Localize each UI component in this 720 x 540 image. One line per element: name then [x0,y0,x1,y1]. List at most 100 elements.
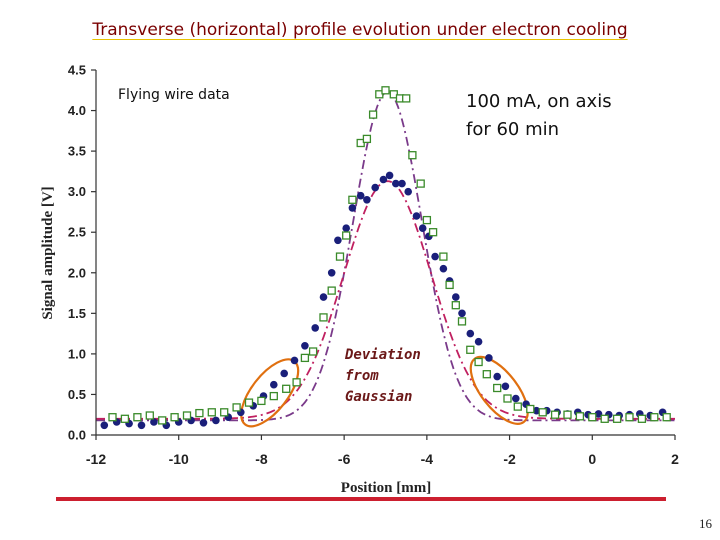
annotation-flying-wire: Flying wire data [118,87,230,103]
x-tick-label: -12 [86,451,106,467]
square-point-27 [381,86,390,95]
dot-point-38 [452,293,460,301]
dot-point-39 [458,309,466,318]
slide-title: Transverse (horizontal) profile evolutio… [92,20,628,40]
square-point-54 [637,414,647,423]
square-point-8 [207,408,216,417]
square-point-11 [244,398,254,407]
square-point-19 [327,286,336,295]
dot-point-28 [385,171,394,180]
square-point-48 [563,410,572,419]
dot-point-9 [212,416,220,425]
square-point-31 [408,151,417,160]
square-point-22 [348,195,357,204]
square-point-12 [257,396,266,406]
dot-point-26 [371,183,380,192]
x-tick-label: -8 [255,451,268,467]
square-point-7 [195,408,204,418]
y-axis-title: Signal amplitude [V] [40,186,56,319]
dot-point-16 [290,356,299,365]
square-point-10 [232,403,241,412]
square-point-25 [368,110,378,119]
dot-point-36 [439,264,448,273]
square-point-6 [182,411,192,420]
x-tick-label: -10 [169,451,189,467]
page-number: 16 [699,516,712,531]
dot-point-35 [431,252,439,261]
square-point-34 [428,228,438,237]
dot-point-24 [356,191,365,200]
square-point-55 [650,413,659,422]
y-tick-label: 0.5 [68,387,86,402]
square-point-46 [538,408,547,417]
x-tick-label: -2 [503,451,516,467]
dot-point-20 [327,269,336,277]
y-tick-labels: 0.0 0.5 1.0 1.5 2.0 2.5 3.0 3.5 4.0 4.5 [68,63,86,443]
x-tick-label: -4 [421,451,434,467]
square-point-47 [550,410,560,419]
y-tick-label: 0.0 [68,428,86,443]
annotation-condition-line1: 100 mA, on axis [466,91,612,112]
x-tick-label: 0 [588,451,596,467]
square-point-3 [145,411,154,420]
square-point-56 [662,413,671,422]
square-point-41 [482,370,491,379]
x-tick-label: -6 [338,451,351,467]
square-point-16 [300,353,310,363]
dot-point-15 [280,369,289,378]
square-point-17 [308,347,318,356]
square-point-35 [439,252,448,261]
dot-point-22 [342,224,351,232]
dot-point-3 [137,421,146,430]
square-point-36 [445,280,454,290]
square-point-42 [493,383,502,393]
square-point-5 [170,413,179,422]
y-tick-label: 3.0 [68,184,86,199]
square-point-40 [474,357,483,367]
dot-point-19 [319,293,328,301]
square-point-30 [402,94,411,103]
annotation-condition-line2: for 60 min [466,119,559,140]
x-axis-title: Position [mm] [341,480,431,496]
dot-point-31 [404,187,413,196]
dot-point-4 [150,418,158,426]
square-point-20 [335,252,345,261]
square-point-32 [416,179,425,188]
dot-point-40 [466,329,475,338]
dot-point-29 [392,179,400,188]
square-point-53 [625,413,634,422]
dot-point-47 [532,406,541,415]
dot-point-45 [512,394,520,403]
square-point-24 [362,134,372,144]
x-tick-labels: -12 -10 -8 -6 -4 -2 0 2 [86,451,679,467]
dot-point-14 [270,380,278,389]
y-tick-label: 1.0 [68,346,86,361]
square-point-38 [457,317,467,326]
square-point-37 [451,301,460,310]
square-point-15 [292,378,301,387]
square-point-18 [319,313,328,322]
square-point-21 [342,231,351,240]
x-tick-label: 2 [671,451,679,467]
square-point-33 [422,215,432,225]
dot-point-44 [501,382,510,391]
dot-point-30 [398,179,406,188]
dot-point-17 [301,342,309,350]
square-point-51 [600,414,609,423]
square-point-13 [269,391,278,401]
square-point-52 [612,414,622,423]
plot-area [96,70,675,435]
square-point-14 [282,384,291,393]
y-tick-label: 4.0 [68,103,86,118]
dot-point-21 [334,236,342,245]
dot-point-53 [594,410,603,418]
square-point-39 [466,345,475,354]
square-point-1 [120,414,130,423]
dot-point-33 [418,224,427,232]
series-cooled [108,86,671,425]
dot-point-41 [474,337,483,346]
annotation-deviation-line1: Deviation [344,347,421,363]
dot-point-27 [379,175,388,184]
square-point-2 [133,413,142,422]
